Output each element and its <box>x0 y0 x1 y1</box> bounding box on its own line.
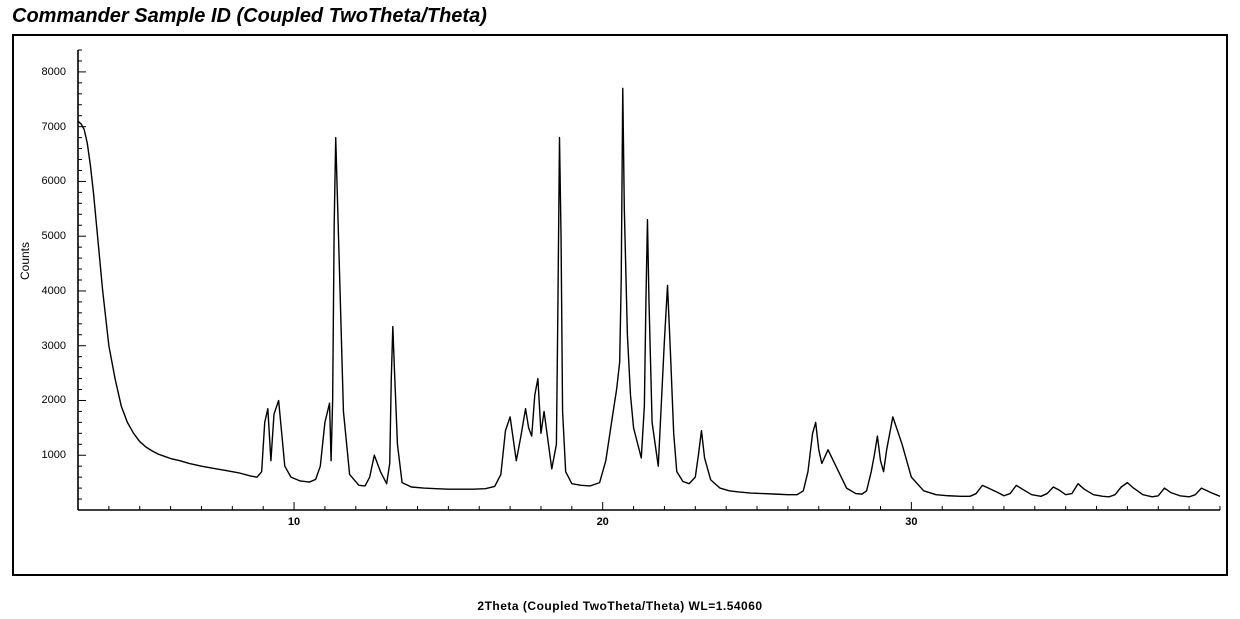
plot-area <box>72 46 1224 544</box>
ytick-label: 3000 <box>32 340 66 352</box>
xrd-plot-svg <box>72 46 1224 544</box>
ytick-label: 4000 <box>32 285 66 297</box>
xtick-label: 20 <box>597 516 609 528</box>
x-axis-label: 2Theta (Coupled TwoTheta/Theta) WL=1.540… <box>0 599 1240 613</box>
ytick-label: 1000 <box>32 449 66 461</box>
ytick-label: 5000 <box>32 230 66 242</box>
chart-title: Commander Sample ID (Coupled TwoTheta/Th… <box>12 5 487 28</box>
ytick-label: 6000 <box>32 175 66 187</box>
ytick-label: 2000 <box>32 394 66 406</box>
y-axis-label: Counts <box>18 242 32 280</box>
ytick-label: 8000 <box>32 66 66 78</box>
xtick-label: 10 <box>288 516 300 528</box>
xtick-label: 30 <box>905 516 917 528</box>
ytick-label: 7000 <box>32 121 66 133</box>
